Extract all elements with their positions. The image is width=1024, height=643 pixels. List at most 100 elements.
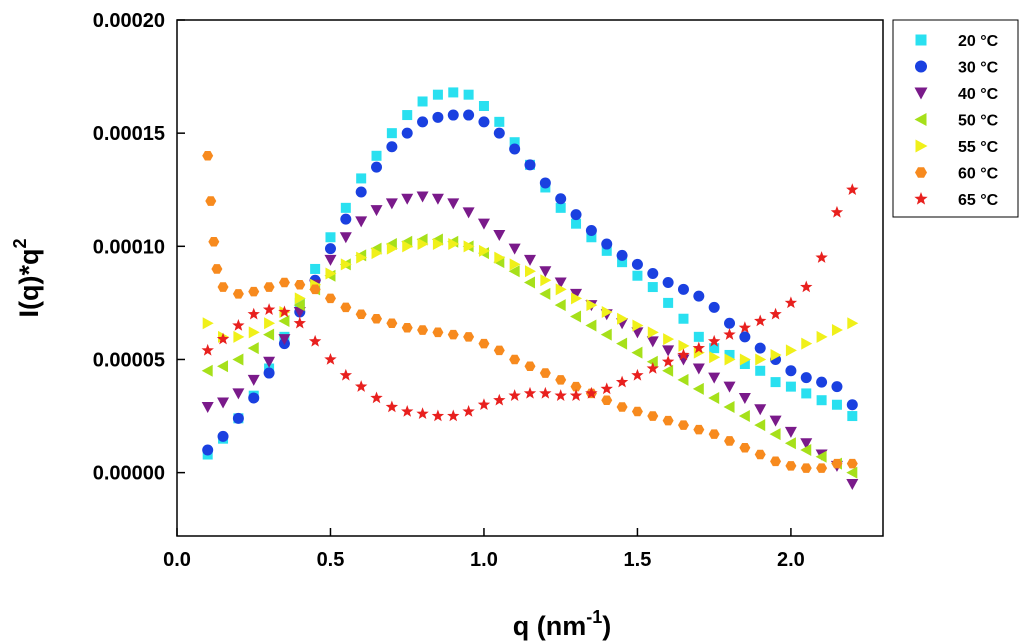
data-point xyxy=(356,173,367,184)
data-point xyxy=(217,360,229,373)
x-tick-label: 2.0 xyxy=(777,549,805,571)
data-point xyxy=(754,314,767,327)
data-point xyxy=(847,317,859,330)
data-point xyxy=(263,282,275,292)
data-point xyxy=(677,348,690,361)
data-point xyxy=(555,193,567,205)
data-point xyxy=(846,458,858,469)
data-point xyxy=(293,299,305,312)
legend-marker xyxy=(915,139,928,153)
data-point xyxy=(493,345,505,356)
data-point xyxy=(831,324,843,337)
data-point xyxy=(524,159,536,171)
data-point xyxy=(248,326,260,339)
y-axis-title-sup: 2 xyxy=(10,239,30,249)
data-point xyxy=(386,242,398,255)
data-point xyxy=(202,444,214,456)
data-point xyxy=(402,240,414,253)
data-point xyxy=(432,111,444,123)
data-point xyxy=(661,355,675,367)
data-point xyxy=(401,405,414,417)
data-point xyxy=(355,216,368,228)
data-point xyxy=(707,334,721,347)
data-point xyxy=(401,323,413,333)
data-point xyxy=(816,395,827,406)
legend-label: 20 °C xyxy=(958,33,999,50)
data-point xyxy=(754,449,766,460)
data-point xyxy=(816,463,828,473)
data-point xyxy=(232,353,244,366)
legend-marker xyxy=(914,113,927,126)
data-point xyxy=(463,89,474,100)
data-point xyxy=(801,388,812,399)
data-point xyxy=(784,426,797,438)
data-point xyxy=(339,368,353,381)
data-point xyxy=(708,391,720,404)
data-point xyxy=(263,367,275,379)
data-point xyxy=(263,356,276,368)
data-point xyxy=(539,177,551,189)
data-point xyxy=(800,463,812,473)
data-point xyxy=(601,245,612,256)
data-point xyxy=(738,410,750,423)
data-point xyxy=(554,389,567,401)
data-point xyxy=(724,317,736,329)
series-1 xyxy=(202,109,858,456)
data-point xyxy=(494,116,505,127)
legend-label: 55 °C xyxy=(958,139,999,156)
data-point xyxy=(555,283,567,296)
data-point xyxy=(523,386,537,399)
data-point xyxy=(508,389,521,401)
data-point xyxy=(524,276,535,289)
data-point xyxy=(555,375,567,385)
legend: 20 °C 30 °C 40 °C 50 °C 55 °C 60 °C 65 °C xyxy=(892,19,1019,218)
data-point xyxy=(324,243,336,255)
data-point xyxy=(724,353,736,366)
data-point xyxy=(754,342,766,354)
data-point xyxy=(770,377,781,388)
data-point xyxy=(831,399,842,410)
data-point xyxy=(585,386,598,399)
data-point xyxy=(586,299,598,312)
data-point xyxy=(432,327,444,338)
data-point xyxy=(571,292,583,305)
data-point xyxy=(738,392,751,404)
data-point xyxy=(662,277,674,289)
data-point xyxy=(355,186,367,198)
data-point xyxy=(600,382,613,395)
legend-label: 30 °C xyxy=(958,60,999,77)
data-point xyxy=(264,317,276,330)
legend-label: 60 °C xyxy=(958,166,999,183)
data-point xyxy=(601,238,613,250)
data-point xyxy=(815,251,828,263)
data-point xyxy=(632,270,643,281)
data-point xyxy=(339,232,352,244)
data-point xyxy=(354,380,368,392)
data-point xyxy=(815,450,827,463)
data-point xyxy=(632,319,644,332)
data-point xyxy=(601,395,613,405)
data-point xyxy=(800,372,812,384)
data-point xyxy=(278,305,291,318)
data-point xyxy=(646,362,659,374)
y-axis-title-main: I(q)*q xyxy=(14,249,44,318)
data-point xyxy=(525,265,536,278)
data-point xyxy=(278,277,290,288)
data-point xyxy=(600,328,612,341)
data-point xyxy=(847,411,858,422)
data-point xyxy=(555,202,566,213)
data-point xyxy=(571,218,582,229)
data-point xyxy=(769,415,782,427)
plot-frame xyxy=(176,19,884,537)
data-point xyxy=(539,386,552,399)
series-2 xyxy=(201,191,859,490)
data-point xyxy=(463,240,475,253)
data-point xyxy=(662,415,674,426)
data-point xyxy=(447,109,459,121)
data-point xyxy=(417,96,428,107)
data-point xyxy=(554,277,567,289)
data-point xyxy=(401,127,413,139)
data-point xyxy=(646,336,659,348)
data-point xyxy=(770,456,782,467)
data-point xyxy=(201,402,214,413)
